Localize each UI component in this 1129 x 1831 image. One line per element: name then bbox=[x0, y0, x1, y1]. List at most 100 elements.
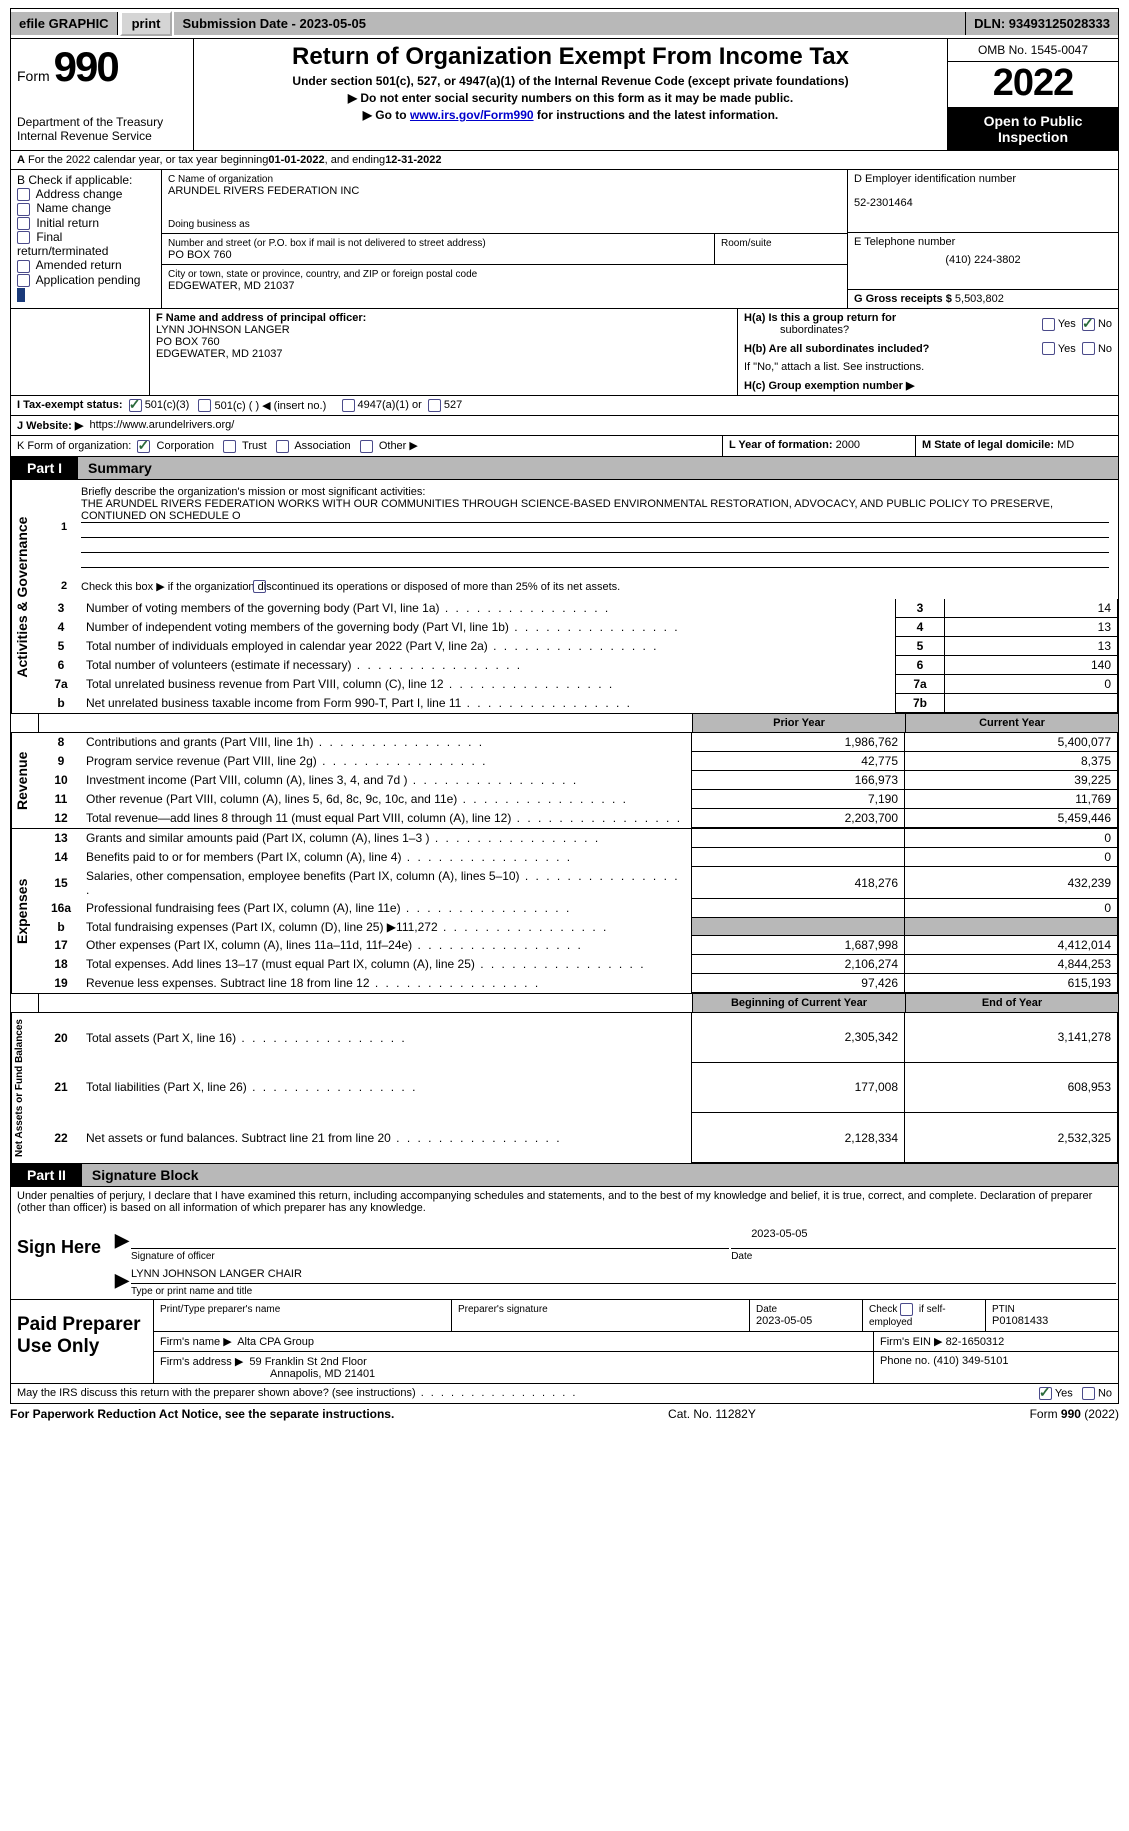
form-header: Form 990 Department of the Treasury Inte… bbox=[10, 39, 1119, 151]
section-b-item: Amended return bbox=[17, 258, 155, 272]
table-row: 3Number of voting members of the governi… bbox=[42, 599, 1118, 618]
section-b-item: Application pending bbox=[17, 273, 155, 287]
discuss-yes-check[interactable] bbox=[1039, 1387, 1052, 1400]
omb-number: OMB No. 1545-0047 bbox=[948, 39, 1118, 62]
sign-here-block: Sign Here ▶ 2023-05-05 Signature of offi… bbox=[10, 1217, 1119, 1300]
section-a-taxyear: A For the 2022 calendar year, or tax yea… bbox=[10, 151, 1119, 170]
corp-check[interactable] bbox=[137, 440, 150, 453]
ha-yes-check[interactable] bbox=[1042, 318, 1055, 331]
revenue-section: Revenue 8Contributions and grants (Part … bbox=[10, 733, 1119, 829]
sig-caret-2: ▶ bbox=[115, 1264, 129, 1297]
submission-date: Submission Date - 2023-05-05 bbox=[174, 12, 966, 35]
firm-addr1: 59 Franklin St 2nd Floor bbox=[249, 1356, 366, 1368]
sign-here-label: Sign Here bbox=[11, 1217, 113, 1299]
net-assets-section: Net Assets or Fund Balances 20Total asse… bbox=[10, 1013, 1119, 1164]
domicile-state: MD bbox=[1057, 439, 1074, 451]
city-state-zip: EDGEWATER, MD 21037 bbox=[168, 280, 295, 292]
section-b-item: Initial return bbox=[17, 216, 155, 230]
checkbox[interactable] bbox=[17, 260, 30, 273]
mission-text: THE ARUNDEL RIVERS FEDERATION WORKS WITH… bbox=[81, 498, 1109, 523]
table-row: 17Other expenses (Part IX, column (A), l… bbox=[42, 936, 1118, 955]
prior-current-header: Prior Year Current Year bbox=[10, 714, 1119, 733]
4947-check[interactable] bbox=[342, 399, 355, 412]
form-title: Return of Organization Exempt From Incom… bbox=[200, 43, 941, 71]
begin-end-header: Beginning of Current Year End of Year bbox=[10, 994, 1119, 1013]
section-j-website: J Website: ▶ https://www.arundelrivers.o… bbox=[10, 416, 1119, 436]
print-button[interactable]: print bbox=[120, 11, 173, 36]
section-d-e-g: D Employer identification number 52-2301… bbox=[847, 170, 1118, 308]
governance-table: 3Number of voting members of the governi… bbox=[42, 599, 1118, 713]
table-row: 19Revenue less expenses. Subtract line 1… bbox=[42, 974, 1118, 993]
efile-label: efile GRAPHIC bbox=[11, 12, 118, 35]
checkbox[interactable] bbox=[17, 188, 30, 201]
dept-treasury: Department of the Treasury Internal Reve… bbox=[17, 115, 187, 143]
501c3-check[interactable] bbox=[129, 399, 142, 412]
table-row: bNet unrelated business taxable income f… bbox=[42, 694, 1118, 713]
part-1-header: Part I Summary bbox=[10, 457, 1119, 480]
section-b-item: Address change bbox=[17, 187, 155, 201]
table-row: 11Other revenue (Part VIII, column (A), … bbox=[42, 790, 1118, 809]
table-row: 8Contributions and grants (Part VIII, li… bbox=[42, 733, 1118, 752]
formation-year: 2000 bbox=[836, 439, 860, 451]
paid-preparer-label: Paid Preparer Use Only bbox=[11, 1300, 154, 1383]
table-row: 6Total number of volunteers (estimate if… bbox=[42, 656, 1118, 675]
pending-marker bbox=[17, 288, 25, 302]
table-row: 16aProfessional fundraising fees (Part I… bbox=[42, 899, 1118, 918]
checkbox[interactable] bbox=[17, 203, 30, 216]
section-h: H(a) Is this a group return for subordin… bbox=[738, 309, 1118, 395]
ha-no-check[interactable] bbox=[1082, 318, 1095, 331]
section-f-officer: F Name and address of principal officer:… bbox=[150, 309, 738, 395]
firm-ein: 82-1650312 bbox=[946, 1336, 1005, 1348]
tax-year: 2022 bbox=[948, 62, 1118, 108]
checkbox[interactable] bbox=[17, 217, 30, 230]
revenue-table: 8Contributions and grants (Part VIII, li… bbox=[42, 733, 1118, 828]
discuss-no-check[interactable] bbox=[1082, 1387, 1095, 1400]
officer-signature-line[interactable] bbox=[131, 1219, 729, 1249]
table-row: 20Total assets (Part X, line 16)2,305,34… bbox=[42, 1013, 1118, 1062]
expenses-section: Expenses 13Grants and similar amounts pa… bbox=[10, 829, 1119, 994]
table-row: 13Grants and similar amounts paid (Part … bbox=[42, 829, 1118, 848]
trust-check[interactable] bbox=[223, 440, 236, 453]
telephone: (410) 224-3802 bbox=[854, 254, 1112, 266]
501c-check[interactable] bbox=[198, 399, 211, 412]
net-assets-table: 20Total assets (Part X, line 16)2,305,34… bbox=[42, 1013, 1118, 1163]
hb-no-check[interactable] bbox=[1082, 342, 1095, 355]
firm-addr2: Annapolis, MD 21401 bbox=[270, 1368, 375, 1380]
checkbox[interactable] bbox=[17, 274, 30, 287]
527-check[interactable] bbox=[428, 399, 441, 412]
ptin-value: P01081433 bbox=[992, 1315, 1048, 1327]
table-row: 22Net assets or fund balances. Subtract … bbox=[42, 1112, 1118, 1162]
expenses-table: 13Grants and similar amounts paid (Part … bbox=[42, 829, 1118, 993]
table-row: 7aTotal unrelated business revenue from … bbox=[42, 675, 1118, 694]
org-name: ARUNDEL RIVERS FEDERATION INC bbox=[168, 185, 359, 197]
table-row: 9Program service revenue (Part VIII, lin… bbox=[42, 752, 1118, 771]
irs-link[interactable]: www.irs.gov/Form990 bbox=[410, 108, 534, 122]
table-row: 5Total number of individuals employed in… bbox=[42, 637, 1118, 656]
subtitle-1: Under section 501(c), 527, or 4947(a)(1)… bbox=[200, 74, 941, 88]
other-check[interactable] bbox=[360, 440, 373, 453]
subtitle-2: ▶ Do not enter social security numbers o… bbox=[200, 91, 941, 105]
table-row: 4Number of independent voting members of… bbox=[42, 618, 1118, 637]
section-klm: K Form of organization: Corporation Trus… bbox=[10, 436, 1119, 457]
hb-yes-check[interactable] bbox=[1042, 342, 1055, 355]
officer-name-title: LYNN JOHNSON LANGER CHAIR bbox=[131, 1264, 1116, 1284]
firm-name: Alta CPA Group bbox=[237, 1336, 314, 1348]
page-footer: For Paperwork Reduction Act Notice, see … bbox=[10, 1404, 1119, 1424]
checkbox[interactable] bbox=[17, 231, 30, 244]
form-990-label: Form 990 bbox=[17, 43, 187, 91]
table-row: 15Salaries, other compensation, employee… bbox=[42, 867, 1118, 899]
assoc-check[interactable] bbox=[276, 440, 289, 453]
discuss-row: May the IRS discuss this return with the… bbox=[10, 1384, 1119, 1404]
section-b-item: Final return/terminated bbox=[17, 230, 155, 258]
street-address: PO BOX 760 bbox=[168, 249, 232, 261]
sig-caret-1: ▶ bbox=[115, 1219, 129, 1262]
section-i-status: I Tax-exempt status: 501(c)(3) 501(c) ( … bbox=[10, 396, 1119, 416]
self-employed-check[interactable] bbox=[900, 1303, 913, 1316]
part-2-header: Part II Signature Block bbox=[10, 1164, 1119, 1187]
gross-receipts: 5,503,802 bbox=[955, 293, 1004, 305]
discontinued-check[interactable] bbox=[253, 580, 266, 593]
table-row: 10Investment income (Part VIII, column (… bbox=[42, 771, 1118, 790]
section-c: C Name of organization ARUNDEL RIVERS FE… bbox=[162, 170, 847, 308]
ein-value: 52-2301464 bbox=[854, 197, 913, 209]
section-b-item: Name change bbox=[17, 201, 155, 215]
